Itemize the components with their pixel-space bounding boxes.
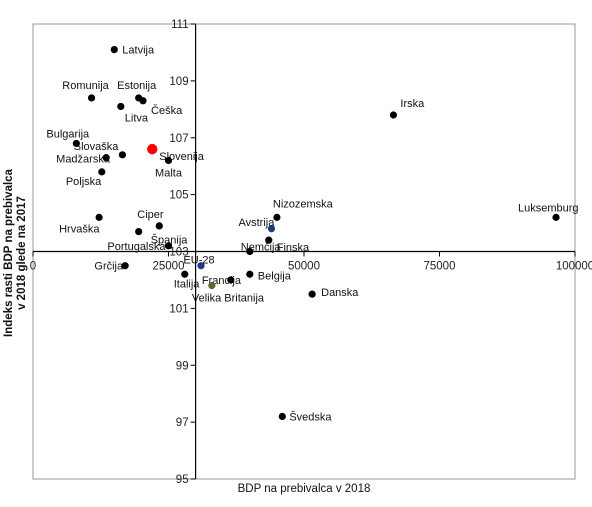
point-ciper bbox=[155, 222, 163, 230]
point-label: Poljska bbox=[66, 176, 102, 188]
point-češka bbox=[139, 97, 147, 105]
point-madžarska bbox=[102, 154, 110, 162]
point-label: EU-28 bbox=[183, 255, 214, 267]
point-label: Češka bbox=[151, 104, 183, 117]
y-tick-label: 95 bbox=[176, 474, 189, 486]
point-italija bbox=[181, 270, 189, 278]
point-label: Finska bbox=[277, 242, 310, 254]
point-grčija bbox=[121, 262, 129, 270]
point-label: Belgija bbox=[258, 270, 292, 282]
point-luksemburg bbox=[552, 213, 560, 221]
point-švedska bbox=[278, 412, 286, 421]
point-label: Ciper bbox=[137, 209, 164, 221]
x-tick-label: 0 bbox=[30, 261, 36, 273]
point-label: Danska bbox=[321, 287, 359, 299]
point-label: Francija bbox=[202, 275, 242, 287]
x-axis-title: BDP na prebivalca v 2018 bbox=[238, 483, 371, 495]
point-irska bbox=[389, 111, 398, 119]
point-hrvaška bbox=[95, 213, 103, 221]
tick-labels: 0 25000 50000 75000 100000 95 97 99 101 103 105 107… bbox=[30, 19, 592, 486]
point-španija bbox=[135, 227, 143, 236]
point-belgija bbox=[246, 270, 254, 278]
y-axis-title-line-2: v 2018 glede na 2017 bbox=[16, 196, 28, 310]
y-tick-label: 109 bbox=[169, 76, 188, 88]
point-litva bbox=[117, 102, 125, 111]
point-label: Španija bbox=[151, 234, 189, 247]
y-tick-label: 99 bbox=[176, 360, 189, 372]
x-tick-label: 25000 bbox=[153, 261, 185, 273]
point-slovaška bbox=[118, 151, 127, 159]
point-velika-britanija bbox=[208, 282, 216, 290]
point-francija bbox=[227, 276, 235, 284]
y-tick-label: 97 bbox=[176, 417, 189, 429]
point-danska bbox=[308, 290, 316, 298]
point-eu-28 bbox=[197, 262, 205, 270]
y-axis-title-line-1: Indeks rasti BDP na prebivalca bbox=[3, 168, 15, 336]
x-tick-label: 50000 bbox=[288, 261, 320, 273]
x-tick-label: 75000 bbox=[424, 261, 456, 273]
point-poljska bbox=[98, 168, 106, 176]
point-portugalska bbox=[164, 242, 173, 250]
point-label: Litva bbox=[125, 112, 149, 124]
point-label: Malta bbox=[155, 168, 183, 180]
point-label: Slovaška bbox=[74, 141, 120, 153]
point-malta bbox=[164, 156, 173, 165]
point-nizozemska bbox=[273, 213, 281, 221]
point-avstrija bbox=[267, 225, 276, 233]
point-label: Portugalska bbox=[107, 241, 166, 253]
point-label: Nizozemska bbox=[273, 198, 334, 210]
point-bulgarija bbox=[72, 139, 80, 148]
y-tick-label: 101 bbox=[169, 303, 188, 315]
point-label: Luksemburg bbox=[518, 202, 579, 214]
point-label: Bulgarija bbox=[46, 128, 90, 140]
point-label: Avstrija bbox=[238, 217, 275, 229]
point-label: Latvija bbox=[122, 45, 155, 57]
point-label: Švedska bbox=[289, 410, 332, 423]
point-label: Nemčija bbox=[241, 242, 282, 254]
y-tick-label: 111 bbox=[171, 19, 188, 31]
point-label: Irska bbox=[400, 98, 425, 110]
y-tick-label: 107 bbox=[169, 133, 188, 145]
point-label: Hrvaška bbox=[59, 223, 100, 235]
y-tick-label: 103 bbox=[169, 247, 188, 259]
point-latvija bbox=[110, 45, 118, 54]
point-label: Italija bbox=[174, 278, 201, 290]
point-nemčija bbox=[246, 247, 254, 256]
point-label: Madžarska bbox=[56, 154, 111, 166]
y-tick-label: 105 bbox=[169, 190, 188, 202]
axes bbox=[32, 23, 576, 480]
point-romunija bbox=[87, 94, 96, 102]
point-label: Grčija bbox=[94, 261, 124, 273]
point-label: Estonija bbox=[117, 80, 157, 92]
point-slovenija bbox=[147, 143, 158, 155]
x-tick-label: 100000 bbox=[556, 261, 592, 273]
point-label: Velika Britanija bbox=[192, 293, 265, 305]
point-label: Romunija bbox=[62, 80, 109, 92]
point-finska bbox=[265, 236, 273, 244]
